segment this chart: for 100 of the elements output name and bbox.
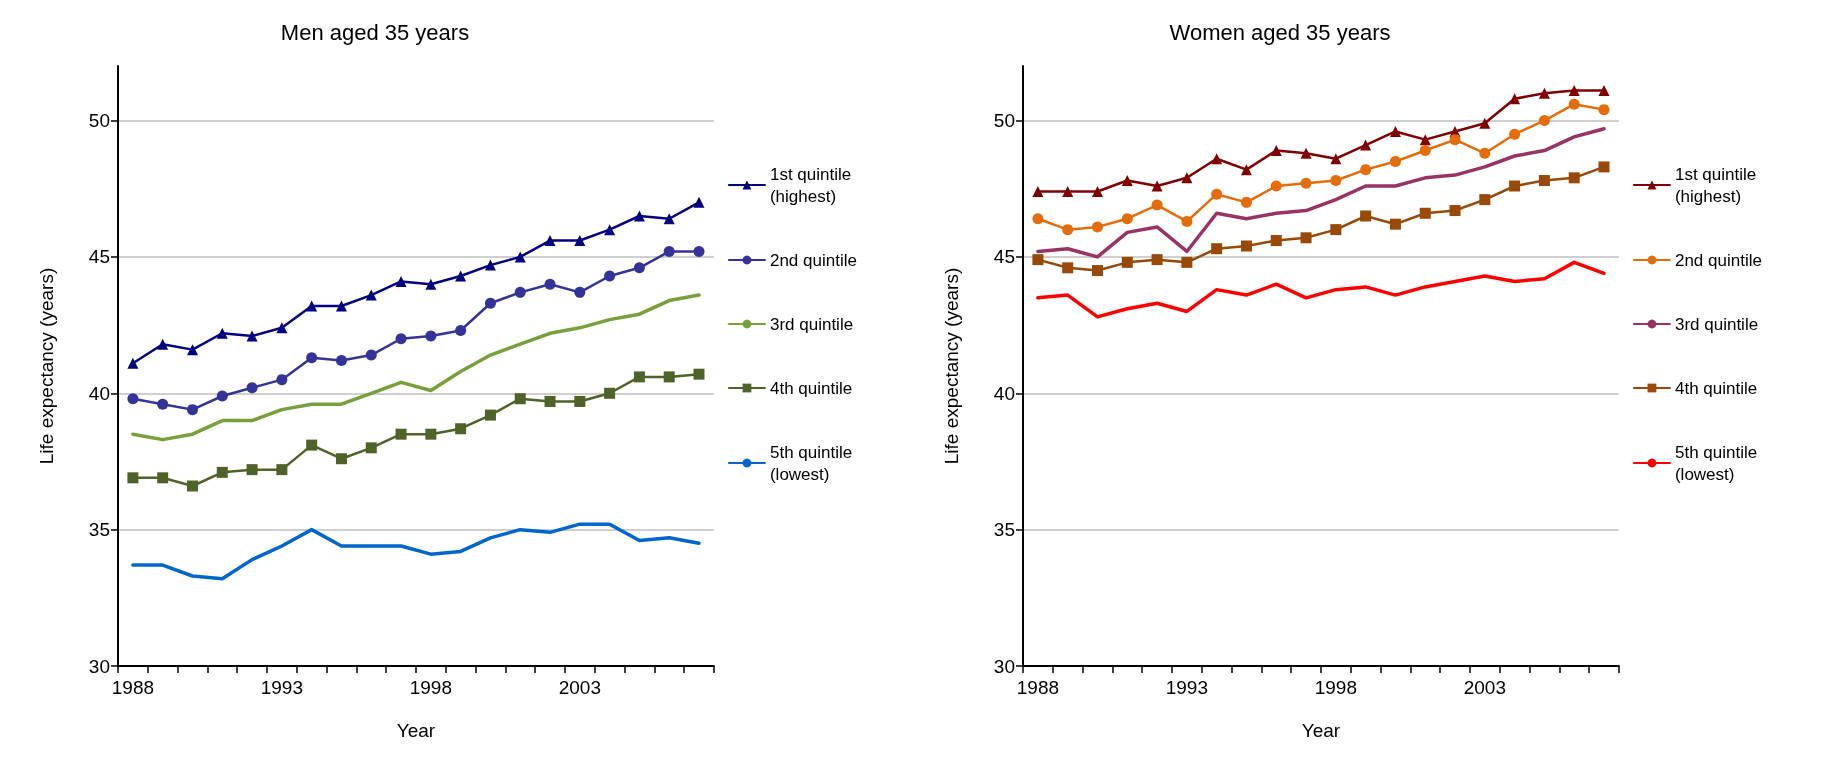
legend-label: 3rd quintile xyxy=(1674,314,1759,334)
point xyxy=(1598,104,1610,116)
line-series xyxy=(1036,260,1606,319)
point xyxy=(306,352,318,364)
point xyxy=(1598,85,1610,97)
point xyxy=(246,330,258,342)
point xyxy=(276,374,288,386)
point xyxy=(127,357,139,369)
legend-label: 4th quintile xyxy=(1674,378,1758,398)
legend-label: 1st quintile (highest) xyxy=(769,164,856,206)
point xyxy=(663,371,675,383)
point xyxy=(157,398,169,410)
point xyxy=(1419,207,1431,219)
point xyxy=(1509,180,1521,192)
point xyxy=(484,409,496,421)
point xyxy=(276,464,288,476)
point xyxy=(1479,117,1491,129)
point xyxy=(1121,213,1133,225)
point xyxy=(1091,265,1103,277)
point xyxy=(1538,87,1550,99)
point xyxy=(246,382,258,394)
point xyxy=(1300,177,1312,189)
point xyxy=(514,251,526,263)
point xyxy=(1151,180,1163,192)
point xyxy=(1479,194,1491,206)
point xyxy=(1092,221,1103,233)
point xyxy=(633,371,645,383)
point xyxy=(1032,213,1044,225)
y-axis-title: Life expectancy (years) xyxy=(941,267,962,465)
point xyxy=(633,262,645,274)
point xyxy=(1181,172,1193,184)
point xyxy=(365,289,377,301)
point xyxy=(127,472,139,484)
point xyxy=(1538,115,1550,127)
point xyxy=(1300,147,1312,159)
y-tick-label: 30 xyxy=(993,655,1015,677)
point xyxy=(1598,161,1610,173)
point xyxy=(1211,188,1223,200)
point xyxy=(1389,155,1401,167)
point xyxy=(604,270,616,282)
point xyxy=(1509,93,1521,105)
point xyxy=(1032,254,1044,266)
point xyxy=(1240,164,1252,176)
point xyxy=(1300,232,1312,244)
point xyxy=(335,355,347,367)
point xyxy=(1568,85,1580,97)
y-tick-label: 40 xyxy=(993,382,1015,404)
point xyxy=(1240,196,1252,208)
point xyxy=(127,393,139,405)
point xyxy=(1211,243,1223,255)
point xyxy=(365,442,377,454)
point xyxy=(1270,180,1282,192)
point xyxy=(157,472,169,484)
point xyxy=(1330,153,1342,165)
legend-label: 1st quintile (highest) xyxy=(1674,164,1761,206)
legend-label: 2nd quintile xyxy=(1674,250,1762,270)
point xyxy=(1330,175,1342,187)
point xyxy=(306,300,318,312)
point xyxy=(1121,175,1133,187)
x-tick-label: 2003 xyxy=(1463,677,1506,698)
point xyxy=(514,286,526,298)
point xyxy=(246,464,258,476)
y-tick-label: 50 xyxy=(88,110,110,132)
point xyxy=(425,278,437,290)
x-tick-label: 1988 xyxy=(111,677,155,698)
point xyxy=(335,453,347,465)
point xyxy=(425,428,437,440)
point xyxy=(216,466,228,478)
point xyxy=(335,300,347,312)
point xyxy=(1062,262,1074,274)
point xyxy=(1330,224,1342,236)
point xyxy=(1181,215,1193,227)
point xyxy=(663,213,675,225)
point xyxy=(693,245,705,257)
y-tick-label: 45 xyxy=(88,246,110,268)
y-tick-label: 40 xyxy=(88,382,110,404)
y-tick-label: 35 xyxy=(993,519,1015,541)
point xyxy=(1419,134,1431,146)
x-axis-title: Year xyxy=(1301,720,1341,741)
point xyxy=(216,327,228,339)
point xyxy=(1032,185,1044,197)
point xyxy=(484,259,496,271)
point xyxy=(544,278,556,290)
x-tick-label: 1993 xyxy=(1165,677,1209,698)
chart-title: Men aged 35 years xyxy=(280,19,470,45)
x-tick-label: 1998 xyxy=(409,677,452,698)
y-tick-label: 35 xyxy=(88,519,110,541)
point xyxy=(1121,256,1133,268)
line-series xyxy=(131,522,701,581)
point xyxy=(693,196,705,208)
point xyxy=(514,393,526,405)
point xyxy=(425,330,437,342)
point xyxy=(1360,210,1372,222)
point xyxy=(1449,134,1461,146)
x-axis-title: Year xyxy=(396,720,436,741)
x-tick-label: 1993 xyxy=(260,677,304,698)
point xyxy=(544,235,556,247)
point xyxy=(455,423,467,435)
point xyxy=(1062,224,1074,236)
x-tick-label: 2003 xyxy=(558,677,601,698)
